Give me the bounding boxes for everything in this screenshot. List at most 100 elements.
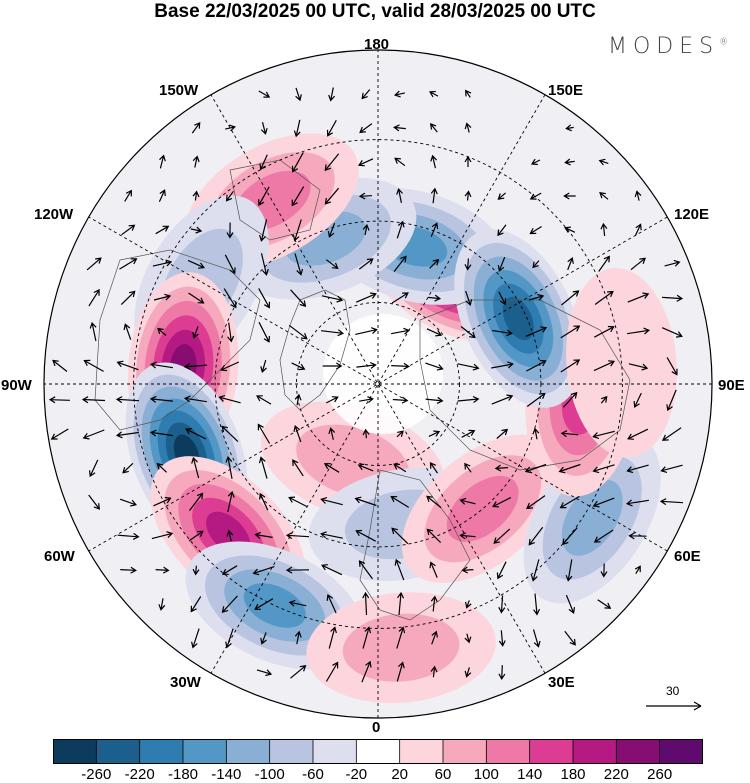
wind-arrow [152, 259, 173, 267]
wind-arrow [256, 669, 273, 677]
wind-arrow [156, 462, 168, 473]
wind-arrow [259, 154, 268, 171]
wind-arrow [48, 396, 70, 404]
wind-arrow [225, 456, 233, 479]
coastline-canada [94, 249, 261, 431]
wind-arrow [158, 189, 166, 203]
wind-arrow [259, 219, 268, 242]
colorbar-swatch [443, 739, 487, 764]
anomaly-pos-mediterranean [306, 592, 496, 704]
wind-arrow [254, 598, 274, 610]
wind-arrow [393, 124, 406, 132]
colorbar-swatch [226, 739, 271, 764]
wind-arrow [562, 391, 578, 408]
wind-arrow [257, 423, 271, 444]
wind-arrow [119, 258, 138, 270]
wind-arrow [115, 431, 139, 439]
wind-arrow [597, 599, 612, 609]
latitude-circle [214, 220, 542, 548]
label-lon-180: 180 [364, 36, 390, 53]
wind-arrow [325, 259, 339, 269]
wind-arrow [428, 294, 442, 302]
wind-arrow [88, 494, 100, 510]
wind-arrow [326, 396, 339, 404]
wind-arrow [664, 259, 681, 267]
wind-arrow [394, 558, 405, 581]
wind-arrow [391, 362, 410, 370]
wind-arrow [326, 120, 337, 137]
wind-arrow [666, 357, 678, 376]
wind-arrow [191, 121, 201, 134]
wind-arrow [494, 464, 509, 472]
wind-arrow [254, 531, 273, 539]
wind-arrow [634, 223, 642, 236]
wind-arrow [326, 593, 337, 614]
anomaly-pos-black-sea [401, 434, 564, 583]
wind-arrow [662, 294, 684, 302]
wind-arrow [594, 290, 614, 305]
wind-arrow [291, 362, 306, 371]
label-lon-60w: 60W [44, 548, 75, 565]
colorbar-tick-label: 140 [517, 766, 543, 783]
wind-arrow [355, 292, 377, 303]
colorbar-tick-label: -140 [211, 766, 242, 783]
wind-vectors [48, 87, 684, 683]
wind-arrow [82, 429, 105, 440]
wind-arrow [425, 396, 444, 404]
wind-arrow [565, 559, 573, 582]
wind-arrow [321, 295, 344, 303]
wind-arrow [626, 464, 649, 474]
wind-arrow [496, 561, 507, 580]
wind-arrow [464, 190, 472, 201]
wind-arrow [191, 456, 200, 479]
modes-logo: MODES® [608, 34, 728, 59]
wind-arrow [430, 595, 438, 612]
wind-arrow [361, 89, 371, 100]
wind-arrow [465, 600, 472, 609]
wind-arrow [258, 456, 268, 479]
wind-arrow [426, 528, 442, 544]
anomaly-neg-mongolia [454, 229, 583, 408]
wind-arrow [325, 661, 339, 682]
wind-arrow [390, 327, 411, 335]
wind-arrow [592, 464, 615, 474]
label-lon-120e: 120E [674, 206, 710, 223]
wind-arrow [598, 158, 609, 166]
wind-arrow [116, 360, 139, 371]
colorbar-swatch [53, 739, 97, 764]
wind-arrow [260, 632, 267, 645]
wind-arrow [321, 329, 345, 337]
wind-arrow [567, 257, 574, 271]
colorbar-tick-label: -220 [124, 766, 155, 783]
wind-arrow [293, 119, 301, 138]
wind-arrow [530, 559, 540, 582]
wind-arrow [225, 190, 234, 202]
wind-arrow [227, 322, 235, 343]
wind-arrow [391, 292, 409, 304]
wind-arrow [429, 122, 438, 133]
wind-arrow [564, 158, 575, 166]
wind-arrow [396, 187, 403, 204]
wind-arrow [362, 428, 370, 439]
wind-arrow [361, 660, 372, 683]
wind-arrow [630, 257, 647, 271]
wind-arrow [459, 497, 476, 505]
wind-arrow [634, 190, 642, 201]
wind-arrow [628, 532, 647, 540]
wind-arrow [223, 288, 237, 309]
wind-arrow [293, 425, 302, 443]
wind-arrow [592, 430, 615, 439]
wind-arrow [155, 566, 170, 574]
colorbar [53, 739, 703, 764]
wind-arrow [460, 326, 476, 339]
wind-arrow [430, 187, 438, 204]
wind-arrow [394, 157, 406, 167]
wind-arrow [625, 499, 649, 507]
colorbar-swatch [313, 739, 357, 764]
wind-arrow [83, 359, 104, 372]
wind-arrow [393, 255, 407, 272]
colorbar-swatch [356, 739, 401, 764]
wind-arrow [187, 259, 205, 269]
wind-arrow [290, 289, 307, 308]
wind-arrow [149, 361, 173, 369]
